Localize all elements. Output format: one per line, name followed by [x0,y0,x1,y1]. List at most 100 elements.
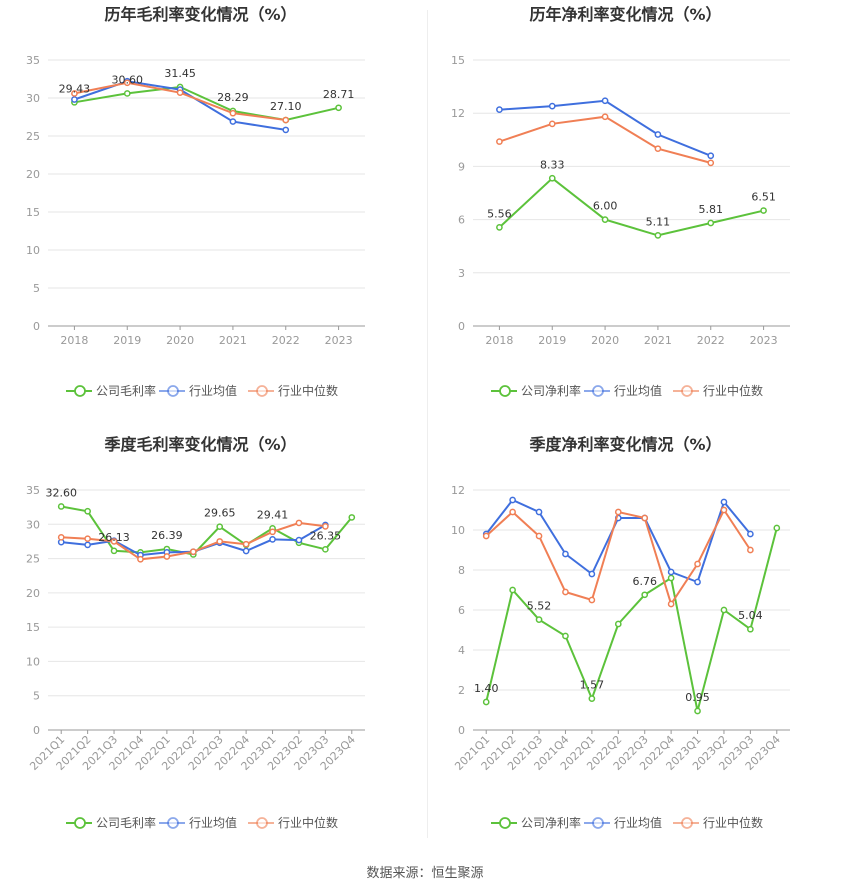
y-tick-label: 6 [458,604,465,617]
data-point-industry-mean [601,97,609,105]
legend-marker [681,817,693,829]
data-point-company [601,216,609,223]
y-tick-label: 12 [451,484,465,497]
y-tick-label: 6 [458,214,465,227]
data-point-company [57,503,65,510]
data-label: 28.71 [323,88,355,101]
x-tick-label: 2021 [644,334,672,347]
legend-item-industry-median: 行业中位数 [673,815,763,830]
series-company [496,174,767,239]
data-label: 6.76 [632,575,657,588]
data-point-industry-median [71,90,78,97]
data-point-industry-median [137,555,144,563]
data-point-industry-median [641,514,649,522]
y-tick-label: 5 [33,282,40,295]
legend-marker [167,817,179,829]
series-industry-median [496,113,715,167]
legend-label: 行业中位数 [703,383,763,398]
data-point-company [773,524,781,532]
data-point-industry-median [123,79,131,87]
legend-item-industry-median: 行业中位数 [673,383,763,398]
series-line-company [61,505,353,556]
data-point-industry-mean [747,530,754,538]
legend-marker [74,385,86,397]
x-tick-label: 2023 [325,334,353,347]
x-tick-label: 2023 [750,334,778,347]
data-point-company [110,547,118,555]
series-industry-median [71,79,290,124]
legend-label: 公司毛利率 [96,383,156,398]
series-industry-median [57,519,329,563]
legend-label: 公司净利率 [521,815,581,830]
x-tick-label: 2018 [60,334,88,347]
legend-label: 公司净利率 [521,383,581,398]
y-tick-label: 10 [451,524,465,537]
data-point-company [747,625,754,633]
chart-annual-net-margin: 历年净利率变化情况（%） 0 3 6 9 12 15 2018 2019 2020 2021 2022… [451,5,790,398]
data-point-industry-median [176,89,184,97]
legend-label: 公司毛利率 [96,815,156,830]
chart-title: 历年净利率变化情况（%） [529,5,721,24]
data-point-industry-mean [667,568,675,576]
data-point-industry-median [654,145,662,153]
y-tick-label: 10 [26,244,40,257]
data-point-industry-mean [295,536,303,544]
data-label: 31.45 [164,67,196,80]
data-point-industry-mean [509,496,516,504]
data-point-industry-median [269,528,276,536]
data-point-company [562,632,569,640]
series-industry-mean [496,97,715,160]
data-point-industry-median [601,113,609,121]
legend-marker [74,817,86,829]
y-tick-label: 35 [26,484,40,497]
series-line-company [485,527,778,712]
chart-title: 季度毛利率变化情况（%） [103,435,296,454]
data-point-company [694,707,701,715]
legend-label: 行业中位数 [278,815,338,830]
panel-annual-gross-margin: 历年毛利率变化情况（%） 0 5 10 15 20 25 30 35 2018 2019 2020 20… [0,0,425,430]
data-point-company [720,606,728,614]
data-point-company [641,591,649,599]
data-point-company [335,104,342,112]
legend-item-company: 公司毛利率 [66,815,156,830]
series-industry-median [482,506,754,608]
legend-item-company: 公司毛利率 [66,383,156,398]
chart-title: 季度净利率变化情况（%） [528,435,721,454]
data-point-industry-median [295,519,303,527]
x-tick-label: 2020 [591,334,619,347]
y-tick-label: 5 [33,690,40,703]
data-point-industry-median [667,600,675,608]
data-point-industry-median [614,508,622,516]
legend-label: 行业均值 [614,815,662,830]
data-point-industry-median [163,553,171,560]
panel-quarterly-net-margin: 季度净利率变化情况（%） 0 2 4 6 8 10 12 2021Q1 2021Q2 2021Q3 2… [425,430,850,860]
data-point-industry-mean [242,547,250,555]
legend-item-industry-mean: 行业均值 [159,815,237,830]
data-label: 29.43 [59,82,91,95]
data-point-industry-median [562,588,569,596]
chart-annual-gross-margin: 历年毛利率变化情况（%） 0 5 10 15 20 25 30 35 2018 2019 2020 20… [26,5,365,398]
x-tick-label: 2021 [219,334,247,347]
y-tick-label: 8 [458,564,465,577]
y-tick-label: 9 [458,160,465,173]
data-label: 5.52 [527,600,552,613]
data-label: 5.11 [646,215,671,228]
data-label: 1.40 [474,682,499,695]
legend-item-company: 公司净利率 [491,383,581,398]
panel-divider [427,10,428,838]
data-point-industry-median [509,508,516,516]
data-point-industry-median [548,120,556,128]
y-tick-label: 0 [458,320,465,333]
data-point-industry-median [747,546,754,554]
legend-label: 行业均值 [189,815,237,830]
series-line-company [498,176,764,237]
data-label: 26.35 [310,529,342,542]
data-point-company [760,207,767,214]
data-point-industry-mean [535,508,543,516]
legend-marker [499,385,511,397]
data-point-industry-median [496,138,503,145]
legend-label: 行业中位数 [278,383,338,398]
data-point-industry-mean [269,536,276,543]
data-label: 5.81 [699,203,724,216]
data-point-industry-median [535,532,543,540]
